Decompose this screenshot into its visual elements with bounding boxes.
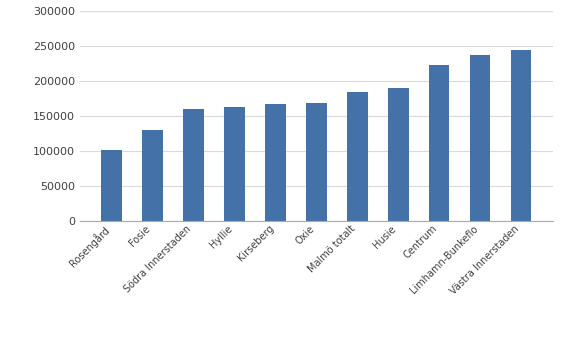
Bar [183, 109, 203, 221]
Bar [101, 150, 122, 221]
Bar [265, 105, 286, 221]
Bar [142, 130, 163, 221]
Bar [429, 65, 450, 221]
Bar [306, 103, 327, 221]
Bar [470, 56, 490, 221]
Bar [511, 50, 531, 221]
Bar [388, 88, 409, 221]
Bar [224, 106, 245, 221]
Bar [347, 92, 368, 221]
